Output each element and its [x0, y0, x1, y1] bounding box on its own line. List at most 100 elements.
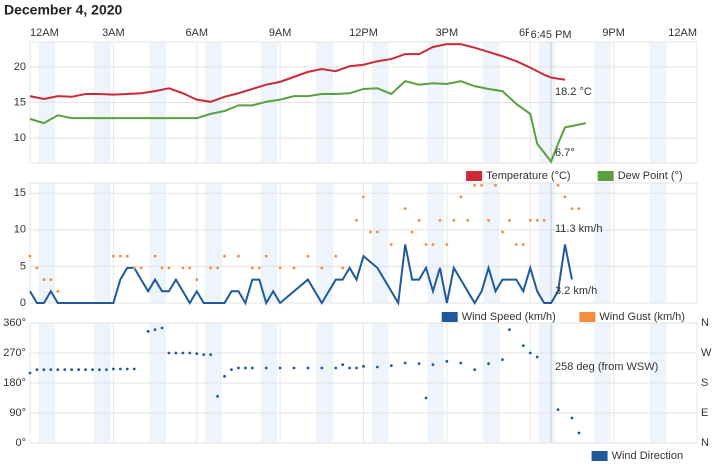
- data-point: [452, 218, 456, 222]
- data-point: [181, 351, 185, 355]
- data-point: [508, 328, 511, 332]
- data-point: [209, 266, 213, 270]
- legend-swatch: [466, 171, 483, 181]
- annotation: 3.2 km/h: [555, 285, 597, 297]
- data-point: [160, 326, 164, 330]
- data-point: [202, 353, 206, 357]
- data-point: [535, 355, 539, 359]
- legend-swatch: [579, 312, 596, 322]
- data-point: [369, 230, 372, 234]
- data-point: [556, 183, 560, 187]
- hour-band: [594, 183, 611, 303]
- data-point: [111, 254, 115, 258]
- data-point: [125, 254, 129, 258]
- data-point: [167, 266, 171, 270]
- data-point: [264, 254, 268, 258]
- data-point: [28, 371, 32, 375]
- data-point: [424, 243, 428, 246]
- data-point: [535, 218, 539, 222]
- data-point: [49, 368, 53, 372]
- data-point: [223, 374, 226, 378]
- data-point: [237, 366, 240, 370]
- data-point: [42, 278, 46, 281]
- data-point: [56, 289, 60, 293]
- y-tick-label: 0°: [15, 437, 26, 449]
- data-point: [63, 368, 67, 372]
- data-point: [501, 358, 504, 362]
- data-point: [473, 183, 477, 187]
- hour-band: [316, 183, 333, 303]
- data-point: [105, 368, 108, 372]
- y-tick-label: 10: [14, 132, 26, 144]
- data-point: [237, 254, 240, 258]
- annotation: 258 deg (from WSW): [555, 361, 658, 373]
- data-point: [528, 351, 532, 355]
- data-point: [188, 266, 192, 270]
- annotation: 18.2 °C: [555, 86, 592, 98]
- series-line: [29, 80, 587, 164]
- y2-tick-label: N: [701, 437, 709, 449]
- data-point: [570, 416, 574, 420]
- x-tick-label: 3PM: [436, 27, 459, 39]
- x-tick-label: 6AM: [185, 27, 208, 39]
- data-point: [334, 254, 338, 258]
- data-point: [521, 344, 525, 348]
- data-point: [98, 368, 101, 372]
- data-point: [341, 266, 345, 270]
- data-point: [431, 243, 435, 246]
- data-point: [278, 266, 282, 270]
- hour-band: [371, 183, 389, 303]
- data-point: [355, 366, 358, 370]
- data-point: [209, 353, 213, 357]
- legend-swatch: [597, 171, 614, 181]
- y-tick-label: 0: [20, 297, 26, 309]
- data-point: [188, 351, 192, 355]
- data-point: [70, 368, 74, 372]
- data-point: [125, 367, 129, 371]
- data-point: [264, 366, 268, 370]
- hour-band: [38, 183, 56, 303]
- data-point: [480, 183, 484, 187]
- legend-label: Dew Point (°): [618, 170, 683, 182]
- data-point: [334, 366, 338, 370]
- data-point: [424, 396, 428, 400]
- data-point: [139, 266, 143, 270]
- legend-label: Wind Speed (km/h): [462, 311, 556, 323]
- y-tick-label: 15: [14, 187, 26, 199]
- data-point: [91, 368, 94, 372]
- x-tick-label: 12PM: [349, 27, 378, 39]
- data-point: [28, 254, 32, 258]
- data-point: [466, 218, 470, 222]
- data-point: [146, 329, 150, 333]
- data-point: [77, 368, 81, 372]
- data-point: [563, 195, 567, 199]
- hour-band: [649, 183, 667, 303]
- y2-tick-label: E: [701, 407, 708, 419]
- x-tick-label: 3AM: [102, 27, 125, 39]
- data-point: [577, 207, 581, 211]
- data-point: [487, 218, 490, 222]
- y2-tick-label: W: [701, 347, 712, 359]
- data-point: [216, 266, 219, 270]
- data-point: [153, 328, 157, 332]
- data-point: [494, 183, 497, 187]
- x-tick-label: 12AM: [30, 27, 59, 39]
- series-line: [29, 43, 566, 103]
- data-point: [431, 363, 435, 367]
- legend-swatch: [591, 451, 608, 461]
- data-point: [250, 366, 254, 370]
- data-point: [389, 364, 393, 368]
- data-point: [42, 368, 46, 372]
- data-point: [438, 218, 442, 222]
- data-point: [556, 408, 560, 412]
- data-point: [132, 266, 136, 270]
- data-point: [230, 368, 233, 372]
- data-point: [118, 367, 122, 371]
- x-tick-label: 12AM: [668, 27, 697, 39]
- y-tick-label: 10: [14, 224, 26, 236]
- y2-tick-label: N: [701, 317, 709, 329]
- now-label-bg: [529, 27, 576, 41]
- data-point: [153, 254, 157, 258]
- data-point: [306, 366, 310, 370]
- data-point: [56, 368, 60, 372]
